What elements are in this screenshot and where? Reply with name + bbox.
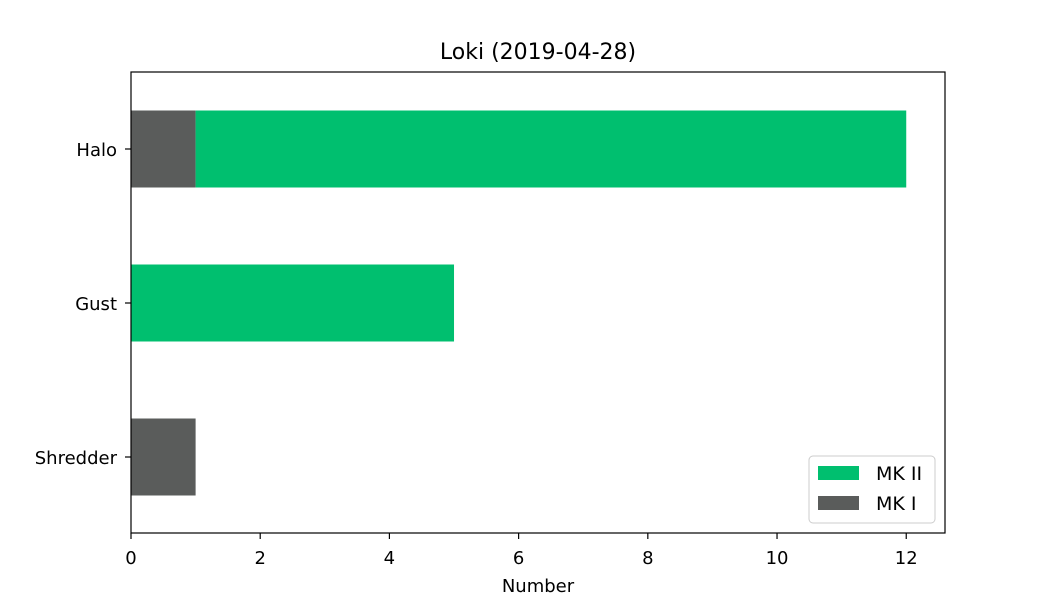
bar-shredder-mk-i xyxy=(131,418,196,496)
bars-group xyxy=(131,110,907,496)
x-tick-label: 0 xyxy=(125,548,136,569)
legend-swatch-mk-ii xyxy=(818,466,859,480)
bar-halo-mk-i xyxy=(131,110,196,188)
y-axis: Halo Gust Shredder xyxy=(35,140,131,469)
legend-swatch-mk-i xyxy=(818,496,859,510)
bar-halo-mk-ii xyxy=(195,110,907,188)
x-tick-label: 12 xyxy=(895,548,918,569)
legend-label-mk-i: MK I xyxy=(876,493,917,515)
x-tick-label: 2 xyxy=(254,548,265,569)
chart-title: Loki (2019-04-28) xyxy=(440,40,636,65)
legend-label-mk-ii: MK II xyxy=(876,463,922,485)
x-tick-label: 10 xyxy=(766,548,789,569)
y-tick-label-shredder: Shredder xyxy=(35,448,118,469)
y-tick-label-gust: Gust xyxy=(75,294,117,315)
bar-gust-mk-ii xyxy=(131,264,455,342)
x-axis: 0 2 4 6 8 10 12 xyxy=(125,533,918,569)
x-tick-label: 4 xyxy=(384,548,395,569)
x-tick-label: 8 xyxy=(642,548,653,569)
legend: MK II MK I xyxy=(808,455,936,524)
x-axis-label: Number xyxy=(502,576,575,597)
y-tick-label-halo: Halo xyxy=(76,140,117,161)
x-tick-label: 6 xyxy=(513,548,524,569)
